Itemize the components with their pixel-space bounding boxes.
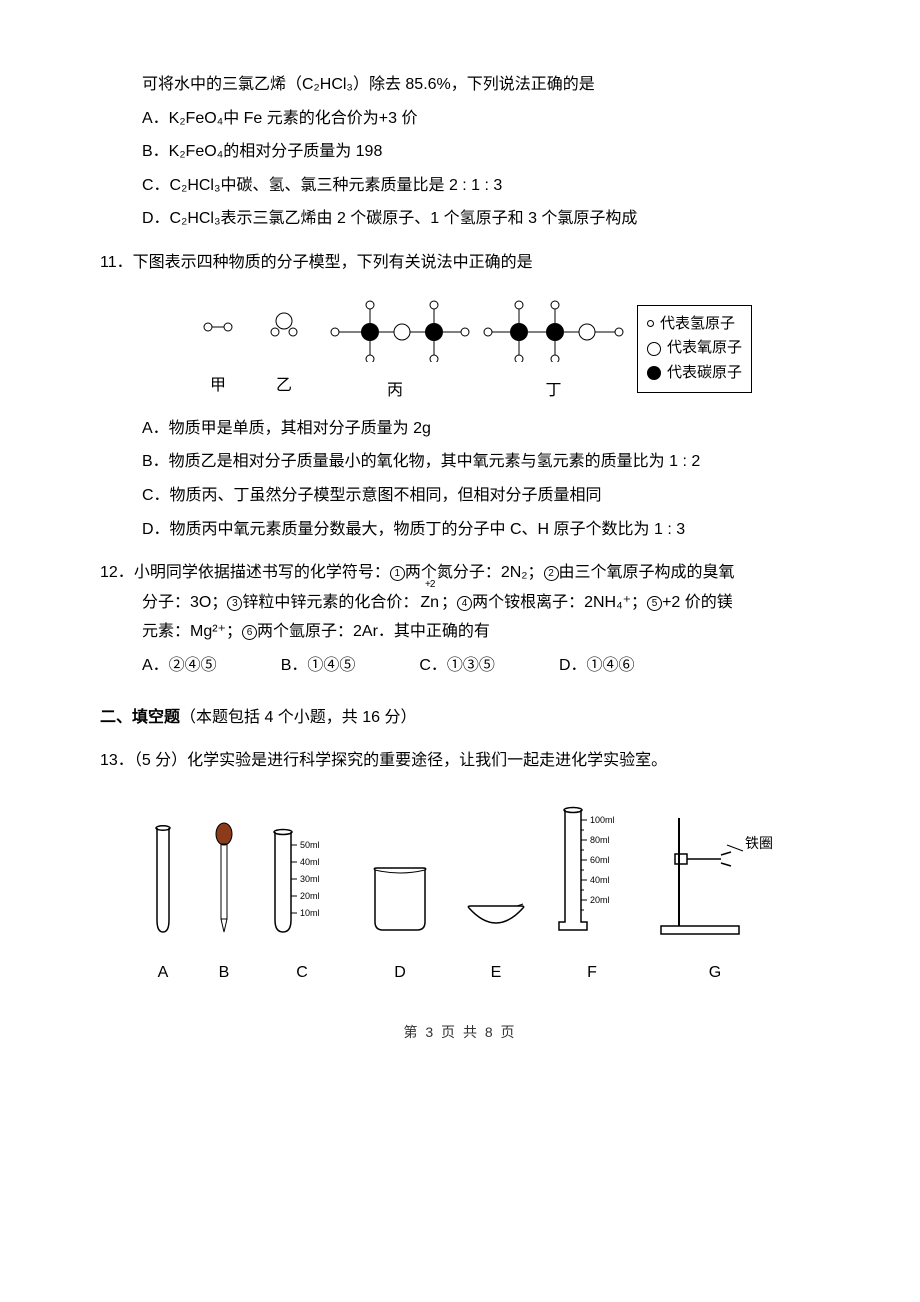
circle-5: 5 [647, 596, 662, 611]
svg-text:20ml: 20ml [590, 895, 610, 905]
svg-text:铁圈: 铁圈 [745, 835, 773, 851]
q12: 12．小明同学依据描述书写的化学符号：1两个氮分子：2N₂；2由三个氧原子构成的… [100, 558, 820, 588]
q12-l2e: +2 价的镁 [662, 594, 733, 611]
lab-label-e: E [463, 958, 529, 988]
circle-1: 1 [390, 566, 405, 581]
legend-h-icon [647, 320, 654, 327]
section-2-title: 二、填空题（本题包括 4 个小题，共 16 分） [100, 703, 820, 733]
svg-text:40ml: 40ml [590, 875, 610, 885]
lab-label-a: A [145, 958, 181, 988]
lab-label-b: B [209, 958, 239, 988]
q12-options: A．②④⑤ B．①④⑤ C．①③⑤ D．①④⑥ [142, 651, 820, 681]
q12-opt-a: A．②④⑤ [142, 651, 217, 681]
circle-6: 6 [242, 625, 257, 640]
q11-stem: 下图表示四种物质的分子模型，下列有关说法中正确的是 [133, 254, 533, 271]
q12-p1b: 由三个氧原子构成的臭氧 [559, 564, 735, 581]
q13: 13．（5 分）化学实验是进行科学探究的重要途径，让我们一起走进化学实验室。 [100, 746, 820, 776]
svg-text:40ml: 40ml [300, 857, 320, 867]
legend-c: 代表碳原子 [667, 361, 742, 386]
q11-option-c: C．物质丙、丁虽然分子模型示意图不相同，但相对分子质量相同 [142, 481, 820, 511]
molecule-jia [188, 297, 248, 357]
label-jia: 甲 [188, 371, 248, 401]
q12-l2b: 锌粒中锌元素的化合价： [242, 594, 418, 611]
legend-c-icon [647, 366, 661, 380]
svg-text:60ml: 60ml [590, 855, 610, 865]
q11-option-b: B．物质乙是相对分子质量最小的氧化物，其中氧元素与氢元素的质量比为 1 : 2 [142, 447, 820, 477]
test-tube-icon [145, 820, 181, 940]
circle-2: 2 [544, 566, 559, 581]
dropper-icon [209, 820, 239, 940]
legend-o-icon [647, 342, 661, 356]
sec2-note: （本题包括 4 个小题，共 16 分） [180, 709, 416, 726]
molecule-bing [320, 292, 470, 362]
q10-option-d: D．C₂HCl₃表示三氯乙烯由 2 个碳原子、1 个氢原子和 3 个氯原子构成 [142, 204, 820, 234]
svg-text:50ml: 50ml [300, 840, 320, 850]
q12-opt-c: C．①③⑤ [419, 651, 495, 681]
evaporating-dish-icon [463, 900, 529, 940]
label-yi: 乙 [254, 371, 314, 401]
legend-o: 代表氧原子 [667, 336, 742, 361]
sec2-t: 二、填空题 [100, 709, 180, 726]
q13-stem: （5 分）化学实验是进行科学探究的重要途径，让我们一起走进化学实验室。 [134, 752, 667, 769]
svg-text:80ml: 80ml [590, 835, 610, 845]
svg-text:20ml: 20ml [300, 891, 320, 901]
svg-text:10ml: 10ml [300, 908, 320, 918]
beaker-icon [365, 860, 435, 940]
q10-option-b: B．K₂FeO₄的相对分子质量为 198 [142, 137, 820, 167]
svg-text:100ml: 100ml [590, 815, 615, 825]
q11: 11．下图表示四种物质的分子模型，下列有关说法中正确的是 [100, 248, 820, 278]
q11-option-d: D．物质丙中氧元素质量分数最大，物质丁的分子中 C、H 原子个数比为 1 : 3 [142, 515, 820, 545]
q12-line3: 元素：Mg²⁺；6两个氩原子：2Ar．其中正确的有 [142, 617, 820, 647]
lab-equipment-row: A B 50ml 40ml 30ml 20ml 10ml C D [100, 800, 820, 988]
zn-base: Zn [420, 594, 439, 611]
q12-opt-b: B．①④⑤ [281, 651, 356, 681]
q10-option-c: C．C₂HCl₃中碳、氢、氯三种元素质量比是 2 : 1 : 3 [142, 171, 820, 201]
iron-stand-icon: 铁圈 [655, 810, 775, 940]
lab-label-f: F [557, 958, 627, 988]
svg-text:30ml: 30ml [300, 874, 320, 884]
label-bing: 丙 [320, 376, 470, 406]
lab-label-c: C [267, 958, 337, 988]
q12-l2d: 两个铵根离子：2NH₄⁺； [472, 594, 647, 611]
molecule-yi [254, 297, 314, 357]
q11-option-a: A．物质甲是单质，其相对分子质量为 2g [142, 414, 820, 444]
q12-l3a: 元素：Mg²⁺； [142, 623, 242, 640]
graduated-tube-icon: 50ml 40ml 30ml 20ml 10ml [267, 820, 337, 940]
page-footer: 第 3 页 共 8 页 [100, 1020, 820, 1046]
q12-l2c: ； [441, 594, 457, 611]
molecule-ding [476, 292, 631, 362]
q13-num: 13． [100, 752, 134, 769]
q10-continuation: 可将水中的三氯乙烯（C₂HCl₃）除去 85.6%，下列说法正确的是 [142, 70, 820, 100]
zn-sup: +2 [425, 576, 434, 595]
molecule-diagram: 甲 乙 丙 [120, 292, 820, 406]
q12-num: 12． [100, 564, 134, 581]
legend-h: 代表氢原子 [660, 312, 735, 337]
q12-l3b: 两个氩原子：2Ar．其中正确的有 [257, 623, 490, 640]
q12-stem1: 小明同学依据描述书写的化学符号： [134, 564, 390, 581]
legend-box: 代表氢原子 代表氧原子 代表碳原子 [637, 305, 752, 393]
zn-symbol: +2Zn [420, 588, 439, 618]
q12-l2a: 分子：3O； [142, 594, 227, 611]
lab-label-g: G [655, 958, 775, 988]
graduated-cylinder-icon: 100ml 80ml 60ml 40ml 20ml [557, 800, 627, 940]
circle-3: 3 [227, 596, 242, 611]
q11-num: 11． [100, 254, 133, 271]
q10-option-a: A．K₂FeO₄中 Fe 元素的化合价为+3 价 [142, 104, 820, 134]
q12-line2: 分子：3O；3锌粒中锌元素的化合价：+2Zn；4两个铵根离子：2NH₄⁺；5+2… [142, 588, 820, 618]
lab-label-d: D [365, 958, 435, 988]
q12-opt-d: D．①④⑥ [559, 651, 635, 681]
label-ding: 丁 [476, 376, 631, 406]
circle-4: 4 [457, 596, 472, 611]
